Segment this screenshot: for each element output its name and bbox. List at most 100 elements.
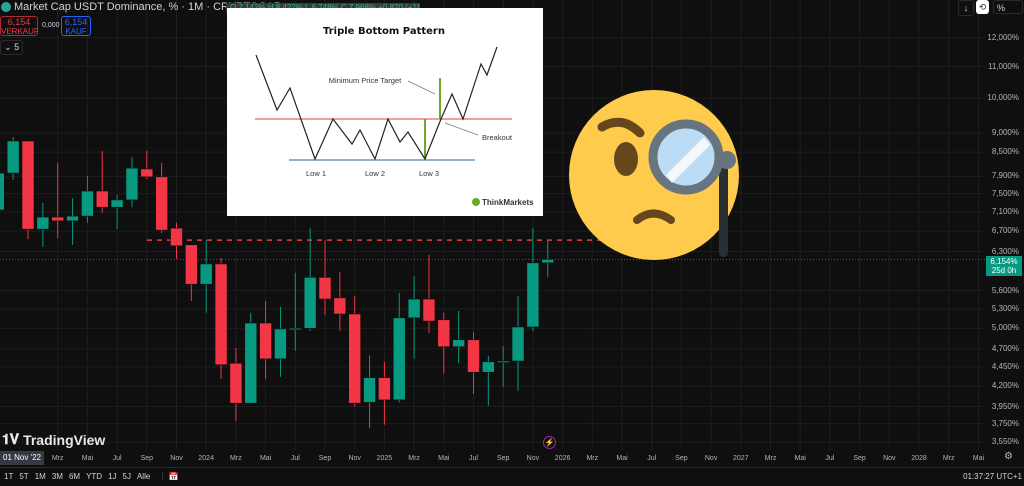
time-tick-label: Mai [81,455,94,462]
timeframe-1j[interactable]: 1J [108,472,117,481]
candle-2023-09 [140,150,154,179]
symbol-logo-icon [1,2,11,12]
candle-body [407,298,421,319]
candle-2025-10 [511,296,525,391]
price-tick-label: 5,600% [991,285,1019,295]
candle-2024-05 [259,300,272,380]
candle-body [363,377,376,403]
price-tick-label: 4,450% [991,361,1019,371]
time-tick-label: Mrz [408,455,420,462]
candle-2023-11 [170,222,183,260]
candle-2024-11 [348,296,362,407]
candle-2023-03 [51,162,65,239]
candle-2023-07 [110,195,124,230]
candle-body [288,327,302,331]
candle-body [214,263,228,366]
candle-2025-11 [526,228,540,331]
candle-2025-04 [422,254,436,333]
low-1-label: Low 1 [306,169,326,178]
time-tick-label: Nov [170,455,183,462]
candle-body [0,172,5,211]
timeframe-3m[interactable]: 3M [51,472,63,481]
buy-button[interactable]: 6,154 KAUF [61,16,91,36]
time-tick-label: Sep [853,455,866,462]
timeframe-1m[interactable]: 1M [34,472,46,481]
tradingview-logo[interactable]: 𝟏𝐕 TradingView [2,431,105,448]
candle-body [81,190,94,217]
face-with-monocle-emoji-icon [569,90,739,260]
sell-button[interactable]: 6,154 VERKAUF [0,16,39,36]
time-tick-label: Nov [883,455,896,462]
price-tick-label: 9,000% [991,128,1019,138]
time-tick-label: Sep [140,455,154,462]
candle-body [496,360,510,363]
price-tick-label: 3,750% [991,418,1019,428]
candle-2024-02 [214,257,228,380]
candle-body [392,317,406,401]
tradingview-name: TradingView [23,431,106,448]
candles [0,136,555,429]
price-tick-label: 11,000% [988,61,1019,71]
current-price-tag: 6,154% 25d 0h [986,256,1022,276]
candle-body [452,339,465,348]
time-tick-label: 2026 [554,455,571,462]
timeframe-6m[interactable]: 6M [68,472,81,481]
candle-2023-05 [81,176,94,223]
time-tick-label: 2027 [733,455,749,462]
candle-2025-09 [496,346,510,387]
time-tick-label: 2028 [911,455,927,462]
download-arrow-icon[interactable]: ↓ [958,0,974,16]
triple-bottom-pattern-image: Triple Bottom Pattern Minimum Price Targ… [227,8,543,216]
price-tick-label: 10,000% [987,93,1019,103]
lightning-icon[interactable]: ⚡ [543,436,556,449]
settings-gear-icon[interactable]: ⚙ [1004,451,1013,462]
candle-body [21,140,35,230]
tradingview-logo-icon: 𝟏𝐕 [2,431,20,447]
candle-body [348,313,362,404]
buy-label: KAUF [65,27,87,36]
percent-scale-button[interactable]: % [993,0,1023,14]
time-tick-label: Mrz [230,455,242,462]
time-tick-label: Sep [318,455,332,462]
time-tick-label: Mrz [942,455,955,462]
price-path [255,46,498,161]
indicators-toggle[interactable]: ⌄ 5 [0,40,24,55]
clock: 01:37:27 UTC+1 [963,472,1022,481]
inset-title: Triple Bottom Pattern [323,26,445,37]
candle-body [259,322,272,360]
candle-body [36,216,50,230]
candle-2024-07 [288,272,302,351]
price-tick-label: 7,500% [991,188,1019,198]
candle-body [318,277,332,300]
thinkmarkets-logo-icon [472,198,480,206]
calendar-icon[interactable]: 📅 [161,472,179,481]
buy-price: 6,154 [64,17,88,27]
price-tick-label: 7,900% [991,171,1019,181]
timeframe-5j[interactable]: 5J [122,472,131,481]
candle-2025-07 [467,332,480,395]
candle-2024-01 [199,240,213,313]
breakout-label: Breakout [482,133,513,142]
symbol-title: Market Cap USDT Dominance, % · 1M · CRYP… [14,1,282,13]
candle-body [140,168,154,178]
candle-2024-08 [303,228,317,331]
candle-2025-05 [437,312,451,374]
candle-2022-11 [0,172,5,211]
candle-body [199,263,213,285]
candle-2025-03 [407,276,421,359]
sell-price: 6,154 [7,17,31,27]
candle-body [244,322,258,404]
timeframe-ytd[interactable]: YTD [86,472,103,481]
spread: 0,000 [42,22,60,29]
time-tick-label: Mai [616,455,628,462]
candle-2025-12 [541,239,555,278]
timeframe-alle[interactable]: Alle [136,472,151,481]
time-tick-label: Mai [438,455,450,462]
refresh-icon[interactable]: ⟲ [976,0,989,14]
time-tick-label: 2024 [198,455,214,462]
time-tick-label: Jul [290,455,300,462]
timeframe-1t[interactable]: 1T [4,472,14,481]
candle-2023-10 [155,162,168,234]
timeframe-5t[interactable]: 5T [19,472,29,481]
